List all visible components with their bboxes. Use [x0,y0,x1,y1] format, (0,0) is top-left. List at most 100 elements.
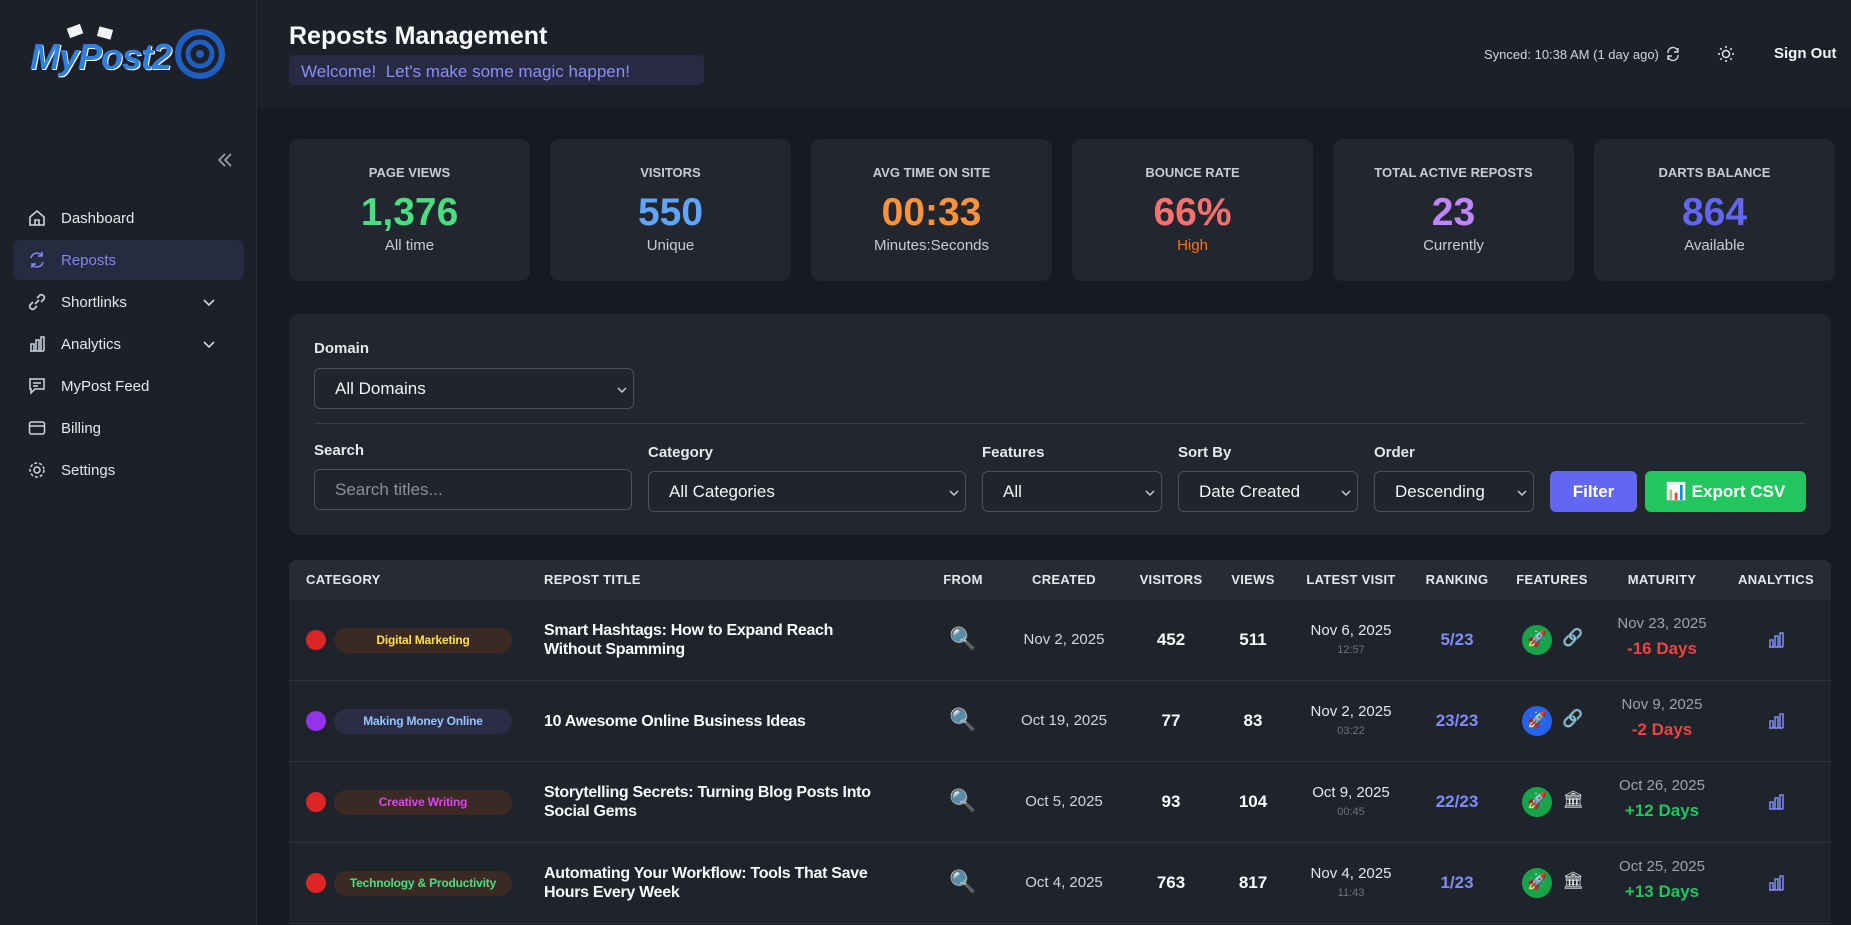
refresh-icon[interactable] [1665,46,1681,62]
select-value: All Categories [669,482,775,501]
maturity-days: -16 Days [1627,639,1697,658]
nav-item[interactable]: Analytics [13,324,244,364]
stat-card: TOTAL ACTIVE REPOSTS 23 Currently [1333,139,1574,281]
select-caret [1341,490,1351,496]
ranking: 1/23 [1440,873,1474,892]
nav-label: Dashboard [61,209,135,227]
column-header: CATEGORY [306,572,381,587]
nav-item[interactable]: Billing [13,408,244,448]
export-button[interactable]: 📊 Export CSV [1645,471,1806,512]
created-date: Nov 2, 2025 [1023,631,1105,648]
welcome-banner: Welcome! Let's make some magic happen! [289,55,704,85]
ranking: 23/23 [1435,711,1479,730]
analytics-icon[interactable] [1767,631,1785,649]
analytics-icon[interactable] [1767,793,1785,811]
stat-card: BOUNCE RATE 66% High [1072,139,1313,281]
latest-visit-time: 03:22 [1337,725,1365,737]
feature-badge: 🚀 [1522,625,1552,655]
analytics-icon-path [1769,875,1784,891]
repost-title[interactable]: Automating Your Workflow: Tools That Sav… [544,865,868,901]
column-header: CREATED [1032,572,1096,587]
nav-item[interactable]: Reposts [13,240,244,280]
table-row [289,762,1831,843]
column-header: ANALYTICS [1738,572,1814,587]
stat-value: 1,376 [360,191,459,234]
maturity-date: Nov 23, 2025 [1617,615,1707,632]
feature-icon: 🏛 [1562,871,1584,890]
ranking: 5/23 [1440,630,1474,649]
stat-value: 66% [1153,191,1232,234]
chevron [203,299,215,307]
nav-label: Analytics [61,335,122,353]
table-row [289,600,1831,681]
category-select[interactable]: All Categories [648,471,966,512]
analytics-icon[interactable] [1767,874,1785,892]
stat-card: DARTS BALANCE 864 Available [1594,139,1835,281]
order-select[interactable]: Descending [1374,471,1534,512]
feature-badge: 🚀 [1522,706,1552,736]
repost-title[interactable]: 10 Awesome Online Business Ideas [544,712,806,730]
from-icon: 🔍 [949,788,977,813]
domain-select[interactable]: All Domains [314,368,634,409]
sort-select[interactable]: Date Created [1178,471,1358,512]
filter-button[interactable]: Filter [1550,471,1637,512]
nav-label: Billing [61,419,102,437]
search-input[interactable]: Search titles... [314,469,632,510]
feature-icon: 🔗 [1562,709,1584,728]
column-header: LATEST VISIT [1306,572,1396,587]
maturity-date: Oct 25, 2025 [1619,858,1705,875]
latest-visit-date: Nov 2, 2025 [1310,703,1392,720]
repost-title[interactable]: Storytelling Secrets: Turning Blog Posts… [544,784,871,820]
nav-label: Shortlinks [61,293,127,311]
stat-value: 864 [1681,191,1748,234]
nav-item[interactable]: Shortlinks [13,282,244,322]
repost-title[interactable]: Smart Hashtags: How to Expand Reach With… [544,622,834,658]
select-value: All Domains [335,379,426,398]
stat-card: AVG TIME ON SITE 00:33 Minutes:Seconds [811,139,1052,281]
logo[interactable]: MyPost2 [28,24,228,80]
theme-toggle[interactable] [1717,45,1735,63]
logo-art [66,24,225,79]
analytics-icon[interactable] [1767,712,1785,730]
select-caret [1517,490,1527,496]
logo-text: MyPost2 [30,36,172,77]
stat-label: AVG TIME ON SITE [872,165,991,180]
sign-out[interactable]: Sign Out [1774,45,1837,62]
nav-item[interactable]: MyPost Feed [13,366,244,406]
table-row [289,843,1831,924]
visitors-count: 452 [1156,630,1186,649]
stat-label: TOTAL ACTIVE REPOSTS [1374,165,1533,180]
category-tag: Digital Marketing [334,628,512,653]
nav-label: MyPost Feed [61,377,150,395]
maturity-days: -2 Days [1631,720,1693,739]
nav-icon [29,378,45,395]
nav-item[interactable]: Settings [13,450,244,490]
latest-visit-time: 12:57 [1337,644,1365,656]
column-header: REPOST TITLE [544,572,641,587]
feature-badge: 🚀 [1522,787,1552,817]
stat-sub: All time [384,237,435,254]
stat-label: PAGE VIEWS [368,165,451,180]
features-select[interactable]: All [982,471,1162,512]
category-tag: Creative Writing [334,790,512,815]
header: Reposts Management Welcome! Let's make s… [257,0,1851,107]
collapse-icon[interactable] [216,151,234,169]
select-value: All [1003,482,1022,501]
views-count: 104 [1238,792,1268,811]
page-title: Reposts Management [289,22,548,50]
analytics-icon-path [1769,713,1784,729]
table-header [289,560,1831,600]
table-row [289,681,1831,762]
visitors-count: 763 [1156,873,1186,892]
stat-label: VISITORS [640,165,701,180]
filter-label: Domain [314,340,370,357]
nav-item[interactable]: Dashboard [13,198,244,238]
select-caret [617,387,627,393]
latest-visit-time: 11:43 [1337,887,1365,899]
nav-label: Reposts [61,251,117,269]
ranking: 22/23 [1435,792,1479,811]
chevron [203,341,215,349]
stat-sub: Minutes:Seconds [873,237,990,254]
placeholder: Search titles... [335,480,443,499]
